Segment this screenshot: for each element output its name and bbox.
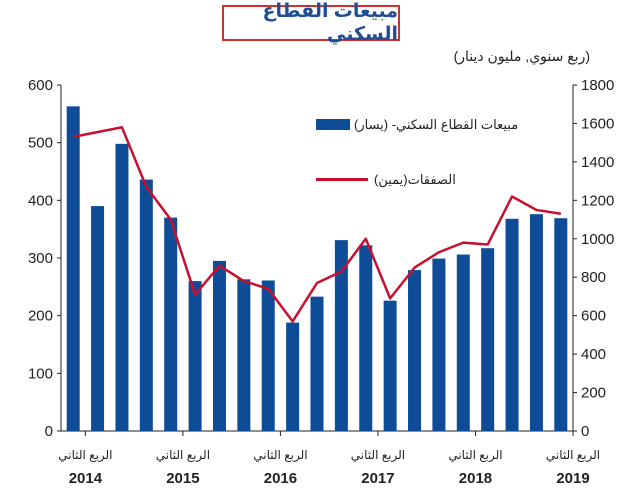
right-axis-tick-label: 0 — [581, 423, 589, 440]
x-tick-label: الربع الثاني — [58, 448, 112, 463]
left-axis-tick-label: 400 — [28, 192, 53, 209]
chart-title: مبيعات القطاع السكني — [262, 1, 398, 45]
right-axis-tick-label: 800 — [581, 269, 606, 286]
transactions-line — [72, 126, 562, 323]
legend-bars-label: مبيعات القطاع السكني- (يسار) — [354, 117, 519, 132]
bar-q2-2016 — [286, 322, 300, 431]
bar-q1-2018 — [456, 254, 470, 431]
legend-line-label: الصفقات(يمين) — [374, 172, 456, 187]
left-axis-tick-label: 300 — [28, 250, 53, 267]
right-axis-tick-label: 1200 — [581, 192, 614, 209]
x-year-label: 2019 — [556, 470, 589, 487]
x-tick-label: الربع الثاني — [546, 448, 600, 463]
x-tick-label: الربع الثاني — [253, 448, 307, 463]
x-year-label: 2014 — [69, 470, 103, 487]
bar-q4-2017 — [432, 258, 446, 431]
x-tick-label: الربع الثاني — [351, 448, 405, 463]
right-axis-tick-label: 1400 — [581, 154, 614, 171]
legend-line-swatch — [316, 178, 368, 181]
right-axis-tick-label: 1000 — [581, 231, 614, 248]
bar-q2-2017 — [383, 300, 397, 431]
bar-q2-2015 — [188, 281, 202, 431]
bar-q1-2016 — [261, 280, 275, 431]
x-year-label: 2017 — [361, 470, 394, 487]
left-axis-tick-label: 0 — [45, 423, 53, 440]
bar-q4-2016 — [334, 240, 348, 431]
right-axis-tick-label: 600 — [581, 308, 606, 325]
x-tick-label: الربع الثاني — [156, 448, 210, 463]
left-axis-tick-label: 200 — [28, 308, 53, 325]
x-year-label: 2015 — [166, 470, 199, 487]
bar-q4-2018 — [529, 214, 543, 431]
bar-q3-2017 — [408, 270, 422, 431]
right-axis-tick-label: 1800 — [581, 77, 614, 94]
bar-q3-2018 — [505, 218, 519, 431]
bar-q1-2014 — [66, 106, 80, 431]
right-axis-tick-label: 200 — [581, 385, 606, 402]
bar-q3-2016 — [310, 296, 324, 431]
left-axis-tick-label: 500 — [28, 135, 53, 152]
x-tick-label: الربع الثاني — [448, 448, 502, 463]
legend-bars-swatch — [316, 119, 350, 130]
bar-q2-2014 — [91, 206, 105, 431]
left-axis-tick-label: 600 — [28, 77, 53, 94]
x-year-label: 2016 — [264, 470, 297, 487]
x-year-label: 2018 — [459, 470, 492, 487]
bar-q3-2014 — [115, 143, 129, 431]
chart-subtitle: (ربع سنوي, مليون دينار) — [453, 48, 590, 64]
bar-q4-2015 — [237, 279, 251, 431]
chart-title-box: مبيعات القطاع السكني — [222, 1, 400, 45]
bar-q2-2018 — [481, 248, 495, 431]
right-axis-tick-label: 1600 — [581, 115, 614, 132]
bar-q1-2015 — [164, 217, 178, 431]
left-axis-tick-label: 100 — [28, 365, 53, 382]
bar-q1-2017 — [359, 245, 373, 431]
bar-q3-2015 — [212, 260, 226, 431]
right-axis-tick-label: 400 — [581, 346, 606, 363]
bar-q1-2019 — [554, 218, 568, 431]
bar-q4-2014 — [139, 179, 153, 431]
